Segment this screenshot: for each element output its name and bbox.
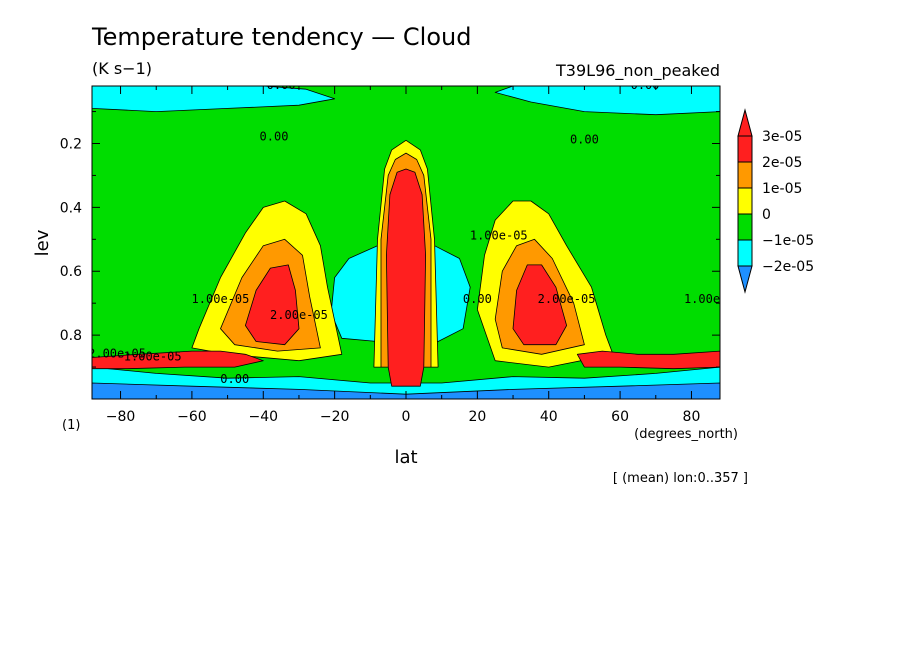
contour-label: 1.00e-05 [470, 228, 528, 242]
footnote: [ (mean) lon:0..357 ] [613, 471, 748, 486]
x-tick-label: −40 [248, 409, 278, 425]
region-surface-blue [92, 382, 720, 399]
y-axis-title: lev [32, 229, 53, 256]
colorbar-label: 0 [762, 207, 771, 223]
x-tick-label: 20 [468, 409, 486, 425]
colorbar-label: 3e-05 [762, 129, 802, 145]
colorbar-arrow-bottom [737, 265, 753, 294]
contour-regions [92, 86, 720, 399]
x-tick-label: −80 [106, 409, 136, 425]
x-tick-label: 0 [402, 409, 411, 425]
contour-label: 0.00 [260, 129, 289, 143]
x-tick-label: 40 [540, 409, 558, 425]
x-tick-label: 60 [611, 409, 629, 425]
chart-title: Temperature tendency — Cloud [91, 23, 471, 51]
y-axis-units: (1) [62, 418, 80, 433]
region-south-red [244, 264, 300, 346]
colorbar-box [737, 239, 753, 267]
colorbar-box [737, 187, 753, 215]
region-stratosphere-north-cyan [494, 86, 720, 116]
x-tick-label: −60 [177, 409, 207, 425]
region-north-red [512, 264, 567, 346]
plot-area: 0.00 0.00 0.00 0.00 1.00e-05 2.00e-05 1.00e-05… [81, 78, 742, 399]
region-boundary-layer-red-north [576, 350, 720, 370]
colorbar-box [737, 213, 753, 241]
x-axis-units: (degrees_north) [634, 427, 738, 442]
region-stratosphere-south-cyan [92, 86, 336, 112]
colorbar-legend: 3e-05 2e-05 1e-05 0 −1e-05 −2e-05 [737, 108, 814, 294]
colorbar-arrow-top [737, 108, 753, 137]
y-tick-label: 0.8 [60, 328, 82, 344]
y-axis: 0.2 0.4 0.6 0.8 [60, 111, 720, 368]
colorbar-box [737, 135, 753, 163]
contour-label: 0.00 [570, 132, 599, 146]
colorbar-label: −1e-05 [762, 233, 814, 249]
y-tick-label: 0.6 [60, 264, 82, 280]
contour-label: 0.00 [267, 78, 296, 92]
chart-units: (K s−1) [92, 59, 152, 78]
run-label: T39L96_non_peaked [555, 61, 720, 81]
y-tick-label: 0.4 [60, 200, 82, 216]
colorbar-label: −2e-05 [762, 259, 814, 275]
contour-label: -1.00e-05 [117, 350, 182, 364]
contour-label: 0.00 [220, 372, 249, 386]
contour-label: 0.00 [463, 292, 492, 306]
contour-labels: 0.00 0.00 0.00 0.00 1.00e-05 2.00e-05 1.00e-05… [81, 78, 742, 386]
contour-label: 2.00e-05 [538, 292, 596, 306]
contour-label: 0.00 [631, 78, 660, 92]
colorbar-label: 2e-05 [762, 155, 802, 171]
contour-label: -2.00e-05 [81, 346, 146, 360]
x-tick-label: −20 [320, 409, 350, 425]
colorbar-box [737, 161, 753, 189]
contour-label: 2.00e-05 [270, 308, 328, 322]
colorbar-label: 1e-05 [762, 181, 802, 197]
x-tick-label: 80 [683, 409, 701, 425]
x-axis-title: lat [394, 447, 417, 468]
region-equator-red-column [385, 168, 427, 387]
x-axis: −80 −60 −40 −20 0 20 40 60 80 [106, 86, 701, 425]
contour-label: 1.00e-05 [192, 292, 250, 306]
region-boundary-layer-red-south [92, 350, 264, 370]
contour-label: 1.00e-05 [684, 292, 742, 306]
y-tick-label: 0.2 [60, 136, 82, 152]
